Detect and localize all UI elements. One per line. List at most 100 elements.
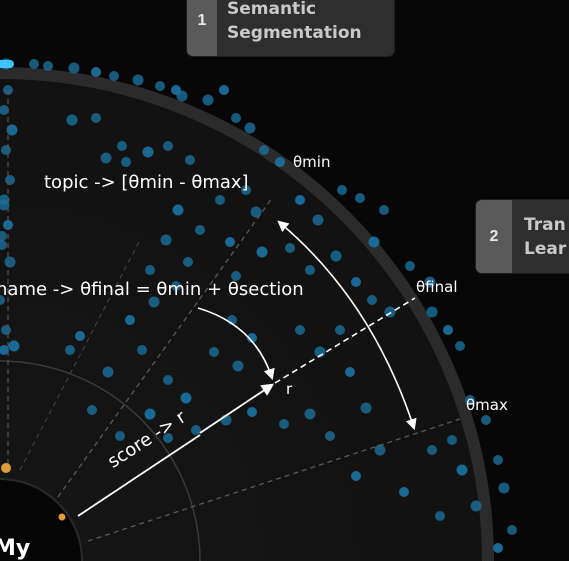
theta-min-line [57, 197, 273, 498]
topic-dot [1, 145, 11, 155]
topic-dot [247, 407, 257, 417]
topic-dot [305, 265, 315, 275]
topic-dot [202, 94, 214, 106]
topic-dot [367, 295, 377, 305]
topic-dot [259, 145, 269, 155]
topic-dot [374, 444, 386, 456]
outer-disc [0, 73, 488, 561]
topic-dot [209, 347, 219, 357]
theta-range-arc [277, 220, 417, 431]
score-arrow [199, 383, 275, 434]
topic-dot [295, 325, 305, 335]
topic-dot [279, 419, 289, 429]
topic-dot [6, 124, 18, 136]
topic-dot [183, 257, 193, 267]
topic-dot [191, 425, 201, 435]
topic-dot [137, 345, 147, 355]
topic-dot [121, 157, 131, 167]
topic-dot [180, 392, 192, 404]
topic-dot [427, 445, 437, 455]
topic-dot [493, 543, 503, 553]
topic-dot [232, 360, 244, 372]
score-line [77, 434, 201, 517]
topic-dot [144, 408, 156, 420]
topic-dot [379, 205, 389, 215]
theta-max-label: θmax [466, 396, 508, 414]
topic-dot [443, 325, 453, 335]
topic-dot [498, 482, 510, 494]
topic-card-1[interactable]: 1 Semantic Segmentation [187, 0, 394, 56]
topic-dot [185, 155, 195, 165]
topic-dot [65, 345, 75, 355]
accent-dot [58, 513, 66, 521]
topic-dot [0, 345, 9, 355]
topic-dot [250, 206, 262, 218]
topic-dot [145, 265, 155, 275]
topic-dot [435, 511, 445, 521]
center-label: My [0, 536, 31, 561]
topic-dot [384, 306, 396, 318]
topic-dot [215, 195, 225, 205]
topic-label: Semantic Segmentation [227, 0, 362, 43]
topic-dot [470, 500, 482, 512]
topic-dot [0, 240, 7, 250]
theta-max-line [87, 418, 461, 542]
topic-dot [91, 113, 101, 123]
topic-dot [176, 90, 188, 102]
topic-dot [426, 306, 438, 318]
topic-dot [481, 415, 491, 425]
topic-dot [5, 175, 15, 185]
topic-dot [132, 74, 144, 86]
topic-dot [102, 366, 114, 378]
topic-dot [275, 157, 285, 167]
topic-dot [360, 402, 372, 414]
topic-dot [171, 281, 181, 291]
topic-dot [117, 141, 127, 151]
topic-dot [115, 431, 125, 441]
topic-dot [456, 464, 468, 476]
topic-rule-text: topic -> [θmin - θmax] [44, 172, 249, 193]
theta-final-label: θfinal [416, 278, 458, 296]
name-arrow [197, 307, 275, 381]
topic-dot [109, 71, 119, 81]
topic-dot [244, 122, 256, 134]
topic-dot [325, 431, 335, 441]
topic-dot [405, 261, 415, 271]
topic-dot [351, 277, 361, 287]
topic-dot [219, 85, 229, 95]
topic-dot [337, 185, 347, 195]
topic-dot [125, 315, 135, 325]
topic-dot [355, 193, 365, 203]
topic-dot [87, 405, 97, 415]
topic-dot [68, 62, 80, 74]
topic-dot [231, 271, 241, 281]
center-core [0, 478, 83, 561]
theta-min-label: θmin [293, 153, 331, 171]
r-label: r [286, 380, 293, 398]
topic-dot [330, 250, 342, 262]
topic-number: 1 [187, 0, 217, 56]
topic-dot [368, 236, 380, 248]
topic-dot [455, 341, 465, 351]
topic-dot [43, 61, 53, 71]
topic-card-2[interactable]: 2 Tran Lear [476, 200, 569, 273]
topic-dot [1, 325, 11, 335]
highlight-dot [0, 60, 14, 68]
topic-dot [195, 225, 205, 235]
topic-dot [493, 455, 503, 465]
topic-dot [507, 525, 517, 535]
topic-dot [285, 243, 295, 253]
topic-dot [91, 67, 101, 77]
topic-dot [155, 81, 165, 91]
topic-dot [231, 113, 241, 123]
topic-dot [225, 237, 235, 247]
topic-dot [4, 256, 16, 268]
topic-dot [160, 234, 172, 246]
topic-dot [247, 333, 257, 343]
topic-dot [0, 231, 7, 241]
topic-dot [75, 331, 85, 341]
accent-dot [1, 463, 11, 473]
topic-dot [465, 395, 475, 405]
